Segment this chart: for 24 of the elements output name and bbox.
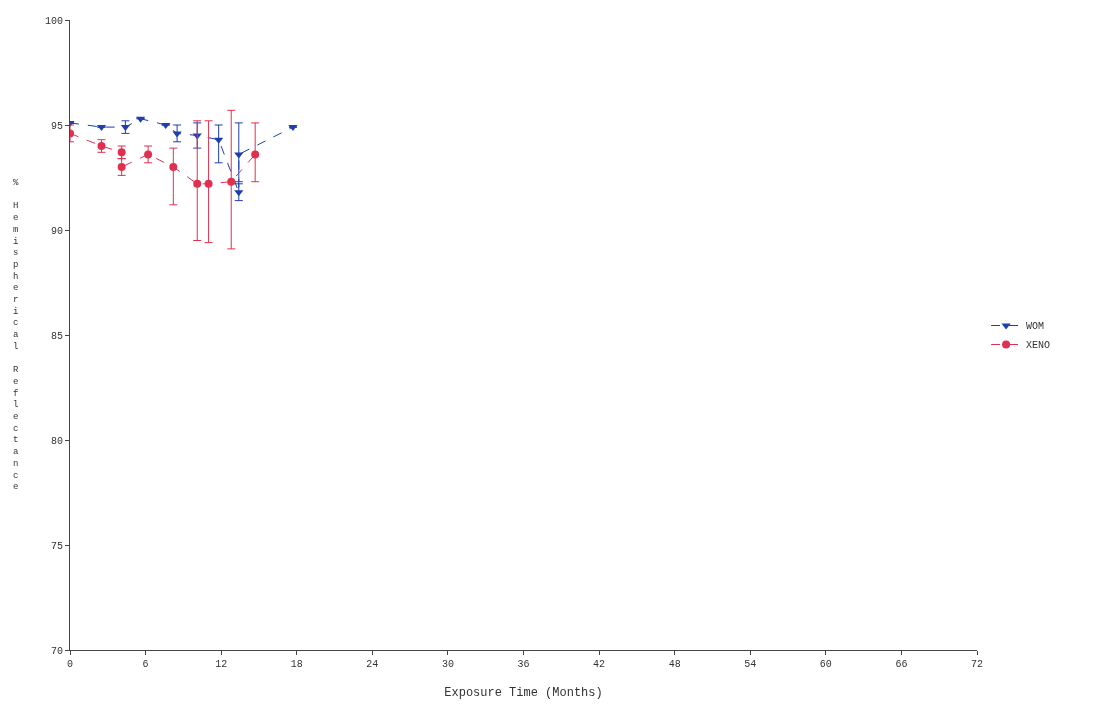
y-tick-label: 85: [50, 330, 63, 342]
x-tick-label: 48: [668, 659, 681, 670]
text: % Hemispherical Reflectance: [13, 178, 19, 493]
x-tick-label: 36: [517, 659, 530, 670]
legend-label: XENO: [1026, 340, 1051, 352]
x-tick-label: 66: [895, 659, 908, 670]
x-tick-label: 30: [441, 659, 454, 670]
y-tick-label: 70: [50, 645, 63, 657]
x-tick-label: 18: [290, 659, 303, 670]
x-tick-label: 42: [593, 659, 606, 670]
y-tick-label: 90: [50, 225, 63, 237]
x-tick-label: 0: [66, 659, 74, 670]
y-tick-label: 80: [50, 435, 63, 447]
x-axis-title: Exposure Time (Months): [444, 685, 603, 700]
y-tick-label: 75: [50, 540, 63, 552]
x-tick-label: 60: [819, 659, 832, 670]
x-tick-label: 24: [366, 659, 379, 670]
y-tick-label: 95: [50, 120, 63, 132]
x-tick-label: 72: [970, 659, 984, 670]
x-tick-label: 6: [142, 659, 149, 670]
y-tick-label: 100: [44, 15, 63, 27]
x-tick-label: 12: [215, 659, 228, 670]
x-tick-label: 54: [744, 659, 757, 670]
legend-label: WOM: [1026, 321, 1045, 333]
